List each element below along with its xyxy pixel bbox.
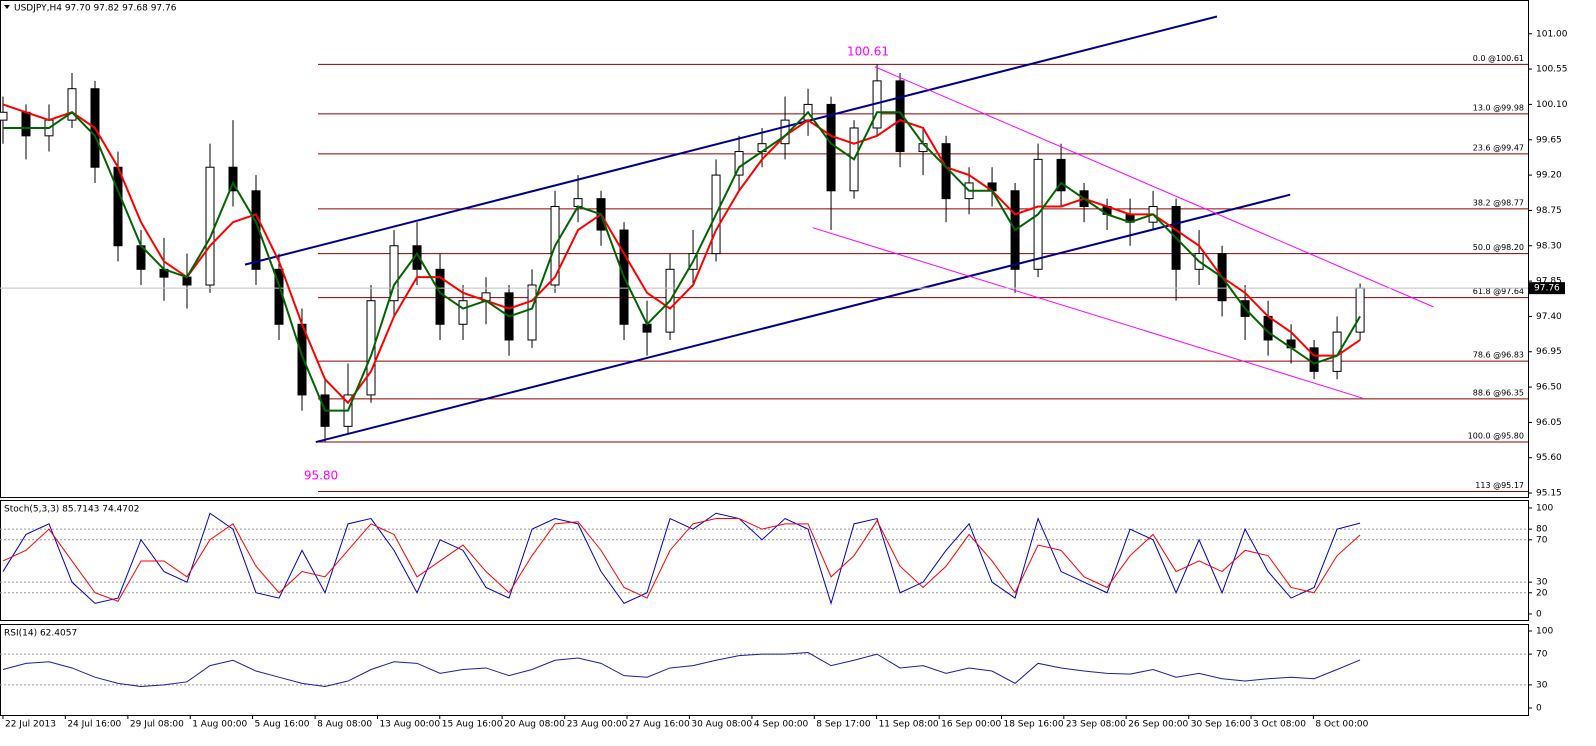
x-tick-label: 20 Aug 08:00 bbox=[504, 720, 565, 730]
trend-line bbox=[244, 15, 1218, 266]
y-tick-label: 30 bbox=[1536, 578, 1548, 588]
y-tick-label: 100 bbox=[1536, 503, 1553, 513]
y-tick-label: 99.65 bbox=[1536, 135, 1562, 145]
trend-line bbox=[812, 227, 1363, 399]
fib-label: 100.0 @95.80 bbox=[1468, 432, 1524, 441]
x-tick-label: 11 Sep 08:00 bbox=[879, 720, 939, 730]
candle-body bbox=[21, 111, 31, 137]
fib-label: 0.0 @100.61 bbox=[1473, 54, 1524, 63]
x-tick-label: 22 Jul 2013 bbox=[5, 720, 56, 730]
candle-body bbox=[389, 245, 399, 302]
indicator-line bbox=[2, 110, 1361, 412]
candle-body bbox=[366, 300, 376, 396]
y-tick-label: 101.00 bbox=[1536, 29, 1568, 39]
x-tick-label: 16 Sep 00:00 bbox=[941, 720, 1001, 730]
low-annotation: 95.80 bbox=[304, 469, 338, 483]
x-tick-label: 24 Jul 16:00 bbox=[67, 720, 121, 730]
rsi-title: RSI(14) 62.4057 bbox=[4, 629, 77, 639]
x-tick-label: 8 Sep 17:00 bbox=[816, 720, 871, 730]
fib-label: 78.6 @96.83 bbox=[1473, 351, 1524, 360]
price-panel bbox=[0, 0, 1529, 498]
fib-label: 61.8 @97.64 bbox=[1473, 287, 1524, 296]
trend-line bbox=[874, 66, 1434, 308]
indicator-line bbox=[2, 518, 1361, 602]
x-tick-label: 8 Oct 00:00 bbox=[1315, 720, 1368, 730]
fib-label: 13.0 @99.98 bbox=[1473, 103, 1524, 112]
rsi-panel bbox=[0, 624, 1529, 716]
candle-body bbox=[527, 284, 537, 341]
y-tick-label: 97.40 bbox=[1536, 312, 1562, 322]
last-price-box bbox=[1529, 282, 1565, 295]
fib-label: 50.0 @98.20 bbox=[1473, 243, 1524, 252]
candle-body bbox=[458, 300, 468, 325]
x-tick-label: 23 Aug 00:00 bbox=[567, 720, 628, 730]
fib-label: 113 @95.17 bbox=[1475, 481, 1524, 490]
candle-body bbox=[228, 166, 238, 192]
high-annotation: 100.61 bbox=[847, 45, 889, 59]
candle-body bbox=[67, 88, 77, 121]
indicator-line bbox=[2, 652, 1361, 687]
chart-title: USDJPY,H4 97.70 97.82 97.68 97.76 bbox=[14, 4, 177, 14]
candle-body bbox=[826, 103, 836, 192]
menu-arrow bbox=[4, 5, 10, 9]
y-tick-label: 96.95 bbox=[1536, 347, 1562, 357]
x-tick-label: 8 Aug 08:00 bbox=[317, 720, 372, 730]
y-tick-label: 96.05 bbox=[1536, 418, 1562, 428]
y-tick-label: 100 bbox=[1536, 627, 1553, 637]
y-tick-label: 0 bbox=[1536, 703, 1542, 713]
y-tick-label: 96.50 bbox=[1536, 383, 1562, 393]
x-tick-label: 15 Aug 16:00 bbox=[442, 720, 503, 730]
last-price-label: 97.76 bbox=[1534, 284, 1560, 294]
y-tick-label: 70 bbox=[1536, 535, 1548, 545]
x-tick-label: 4 Sep 00:00 bbox=[754, 720, 809, 730]
x-tick-label: 29 Jul 08:00 bbox=[130, 720, 184, 730]
y-tick-label: 70 bbox=[1536, 650, 1548, 660]
x-tick-label: 5 Aug 16:00 bbox=[255, 720, 310, 730]
x-tick-label: 13 Aug 00:00 bbox=[379, 720, 440, 730]
y-tick-label: 97.85 bbox=[1536, 277, 1562, 287]
fib-label: 23.6 @99.47 bbox=[1473, 143, 1524, 152]
x-tick-label: 27 Aug 16:00 bbox=[629, 720, 690, 730]
fib-label: 38.2 @98.77 bbox=[1473, 198, 1524, 207]
y-tick-label: 80 bbox=[1536, 525, 1548, 535]
y-tick-label: 98.30 bbox=[1536, 241, 1562, 251]
stoch-panel bbox=[0, 500, 1529, 621]
x-tick-label: 23 Sep 08:00 bbox=[1066, 720, 1126, 730]
fib-label: 88.6 @96.35 bbox=[1473, 388, 1524, 397]
x-tick-label: 18 Sep 16:00 bbox=[1003, 720, 1063, 730]
candle-body bbox=[297, 323, 307, 396]
y-tick-label: 95.15 bbox=[1536, 489, 1562, 499]
candle-body bbox=[251, 190, 261, 270]
y-tick-label: 100.55 bbox=[1536, 65, 1568, 75]
x-tick-label: 1 Aug 00:00 bbox=[192, 720, 247, 730]
y-tick-label: 95.60 bbox=[1536, 453, 1562, 463]
y-tick-label: 100.10 bbox=[1536, 100, 1568, 110]
candle-body bbox=[113, 166, 123, 247]
x-tick-label: 3 Oct 08:00 bbox=[1253, 720, 1306, 730]
y-tick-label: 20 bbox=[1536, 588, 1548, 598]
y-tick-label: 99.20 bbox=[1536, 171, 1562, 181]
y-tick-label: 0 bbox=[1536, 609, 1542, 619]
candle-body bbox=[1355, 287, 1365, 333]
stoch-title: Stoch(5,3,3) 85.7143 74.4702 bbox=[4, 505, 139, 515]
x-tick-label: 30 Aug 08:00 bbox=[691, 720, 752, 730]
candle-body bbox=[1309, 347, 1319, 372]
candle-body bbox=[0, 111, 8, 121]
indicator-line bbox=[2, 103, 1361, 405]
x-tick-label: 30 Sep 16:00 bbox=[1191, 720, 1251, 730]
candle-body bbox=[205, 166, 215, 286]
y-tick-label: 30 bbox=[1536, 680, 1548, 690]
trend-line bbox=[315, 193, 1291, 444]
y-tick-label: 98.75 bbox=[1536, 206, 1562, 216]
x-tick-label: 26 Sep 00:00 bbox=[1128, 720, 1188, 730]
candle-body bbox=[573, 198, 583, 207]
candle-body bbox=[1056, 158, 1066, 192]
